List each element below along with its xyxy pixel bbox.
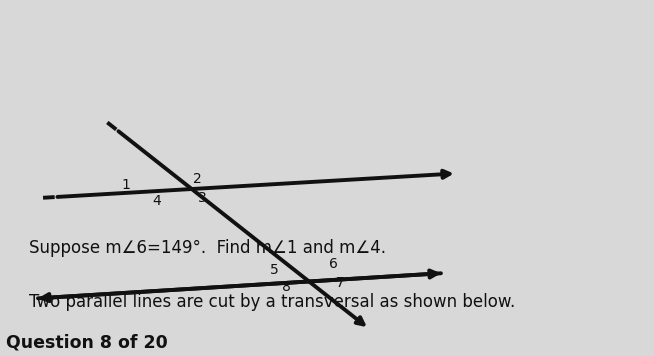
Text: 4: 4 — [153, 194, 162, 209]
Text: Two parallel lines are cut by a transversal as shown below.: Two parallel lines are cut by a transver… — [29, 293, 515, 312]
Text: Suppose m∠6=149°.  Find m∠1 and m∠4.: Suppose m∠6=149°. Find m∠1 and m∠4. — [29, 239, 386, 257]
Text: 5: 5 — [269, 263, 278, 277]
Text: 3: 3 — [198, 191, 207, 205]
Text: 1: 1 — [122, 178, 130, 192]
Text: 6: 6 — [329, 257, 338, 271]
Text: 7: 7 — [336, 276, 345, 290]
Text: 2: 2 — [193, 172, 201, 186]
Text: Question 8 of 20: Question 8 of 20 — [6, 334, 168, 352]
Text: 8: 8 — [283, 279, 291, 294]
